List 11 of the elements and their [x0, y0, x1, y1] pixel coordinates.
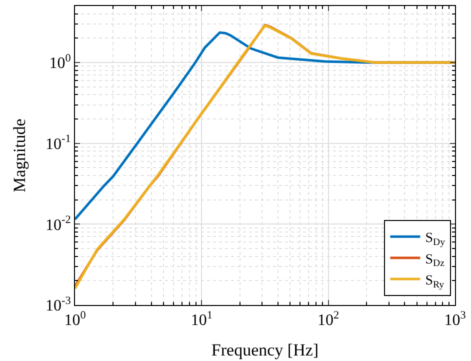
y-tick-label: 10$^{-2}$	[45, 214, 71, 234]
y-tick-label: 10$^{-1}$	[45, 133, 71, 153]
x-tick-label: 10$^{2}$	[318, 309, 340, 330]
legend-label: S$_{Ry}$	[425, 273, 444, 290]
y-tick-label: 10$^{0}$	[49, 52, 72, 72]
x-tick-label: 10$^{3}$	[444, 309, 466, 330]
legend-label: S$_{Dz}$	[425, 252, 446, 270]
legend-label: S$_{Dy}$	[425, 231, 446, 248]
y-axis-title: Magnitude	[10, 118, 30, 192]
x-axis-title: Frequency [Hz]	[211, 340, 319, 360]
x-tick-label: 10$^{1}$	[190, 309, 212, 330]
